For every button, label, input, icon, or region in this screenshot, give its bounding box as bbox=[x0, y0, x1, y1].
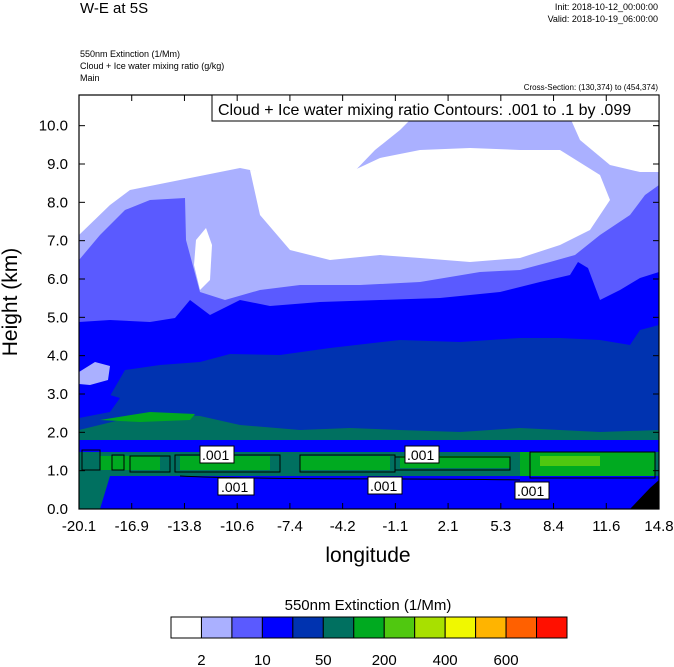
contour-label: .001 bbox=[407, 447, 434, 463]
x-axis-label: longitude bbox=[325, 544, 410, 567]
colorbar-swatch bbox=[505, 616, 538, 639]
x-tick-label: -7.4 bbox=[277, 518, 303, 535]
plot-title: W-E at 5S bbox=[80, 0, 149, 17]
contour-label: .001 bbox=[517, 483, 544, 499]
init-time: Init: 2018-10-12_00:00:00 bbox=[554, 2, 658, 12]
y-tick-label: 8.0 bbox=[47, 194, 68, 211]
contour-info-box bbox=[211, 94, 660, 122]
colorbar-swatch bbox=[444, 616, 477, 639]
colorbar-swatch bbox=[414, 616, 446, 639]
x-tick-label: -10.6 bbox=[220, 518, 254, 535]
y-tick-label: 5.0 bbox=[47, 309, 68, 326]
contour-label: .001 bbox=[221, 479, 248, 495]
colorbar-label: 600 bbox=[494, 652, 519, 667]
field-level-blue-mid bbox=[79, 392, 120, 418]
x-tick-label: 2.1 bbox=[438, 518, 459, 535]
x-tick-label: -20.1 bbox=[62, 518, 96, 535]
y-tick-label: 0.0 bbox=[47, 501, 68, 518]
y-tick-label: 9.0 bbox=[47, 156, 68, 173]
x-axis: -20.1 -16.9 -13.8 -10.6 -7.4 -4.2 -1.1 2.1 5.3 8.… bbox=[62, 95, 674, 535]
x-tick-label: -4.2 bbox=[330, 518, 356, 535]
colorbar: 2 10 50 200 400 600 bbox=[170, 616, 568, 667]
field-level-lavender-low bbox=[79, 362, 110, 385]
colorbar-swatch bbox=[231, 616, 263, 639]
valid-time: Valid: 2018-10-19_06:00:00 bbox=[547, 14, 658, 24]
x-tick-label: 14.8 bbox=[644, 518, 673, 535]
field-level-green bbox=[100, 412, 195, 422]
contours bbox=[81, 449, 656, 481]
colorbar-swatch bbox=[383, 616, 416, 639]
colorbar-swatch bbox=[170, 616, 202, 639]
y-tick-label: 3.0 bbox=[47, 386, 68, 403]
contour-labels: .001 .001 .001 .001 .001 bbox=[199, 445, 550, 500]
colorbar-swatch bbox=[322, 616, 355, 639]
y-tick-label: 4.0 bbox=[47, 348, 68, 365]
field-white-gap bbox=[250, 148, 610, 262]
colorbar-label: 10 bbox=[254, 652, 271, 667]
contour-label: .001 bbox=[370, 478, 397, 494]
colorbar-label: 200 bbox=[372, 652, 397, 667]
x-tick-label: -16.9 bbox=[115, 518, 149, 535]
x-tick-label: -13.8 bbox=[167, 518, 201, 535]
field-label-cloud: Cloud + Ice water mixing ratio (g/kg) bbox=[80, 61, 225, 71]
colorbar-label: 50 bbox=[315, 652, 332, 667]
colorbar-swatch bbox=[475, 616, 507, 639]
field-white-blob bbox=[194, 228, 212, 290]
colorbar-title: 550nm Extinction (1/Mm) bbox=[285, 597, 452, 614]
y-axis-label: Height (km) bbox=[0, 248, 22, 357]
colorbar-swatch bbox=[261, 616, 294, 639]
contour-info: Cloud + Ice water mixing ratio Contours:… bbox=[218, 102, 631, 119]
x-tick-label: -1.1 bbox=[382, 518, 408, 535]
y-tick-label: 1.0 bbox=[47, 463, 68, 480]
colorbar-swatch bbox=[292, 616, 324, 639]
y-tick-label: 2.0 bbox=[47, 424, 68, 441]
contour-label: .001 bbox=[202, 447, 229, 463]
extinction-field: .001 .001 .001 .001 .001 bbox=[79, 95, 659, 509]
terrain bbox=[630, 480, 659, 509]
y-tick-label: 7.0 bbox=[47, 233, 68, 250]
y-tick-label: 6.0 bbox=[47, 271, 68, 288]
y-tick-label: 10.0 bbox=[39, 118, 68, 135]
colorbar-swatch bbox=[353, 616, 385, 639]
field-label-main: Main bbox=[80, 73, 100, 83]
x-tick-label: 11.6 bbox=[592, 518, 620, 535]
y-axis: 0.0 1.0 2.0 3.0 4.0 5.0 6.0 7.0 8.0 9.0 10.0 bbox=[39, 118, 659, 518]
field-label-extinction: 550nm Extinction (1/Mm) bbox=[80, 49, 181, 59]
x-tick-label: 5.3 bbox=[490, 518, 511, 535]
colorbar-swatch bbox=[536, 616, 568, 639]
colorbar-swatch bbox=[200, 616, 233, 639]
x-tick-label: 8.4 bbox=[543, 518, 564, 535]
colorbar-label: 400 bbox=[433, 652, 458, 667]
colorbar-label: 2 bbox=[197, 652, 205, 667]
cross-section-label: Cross-Section: (130,374) to (454,374) bbox=[523, 83, 658, 92]
